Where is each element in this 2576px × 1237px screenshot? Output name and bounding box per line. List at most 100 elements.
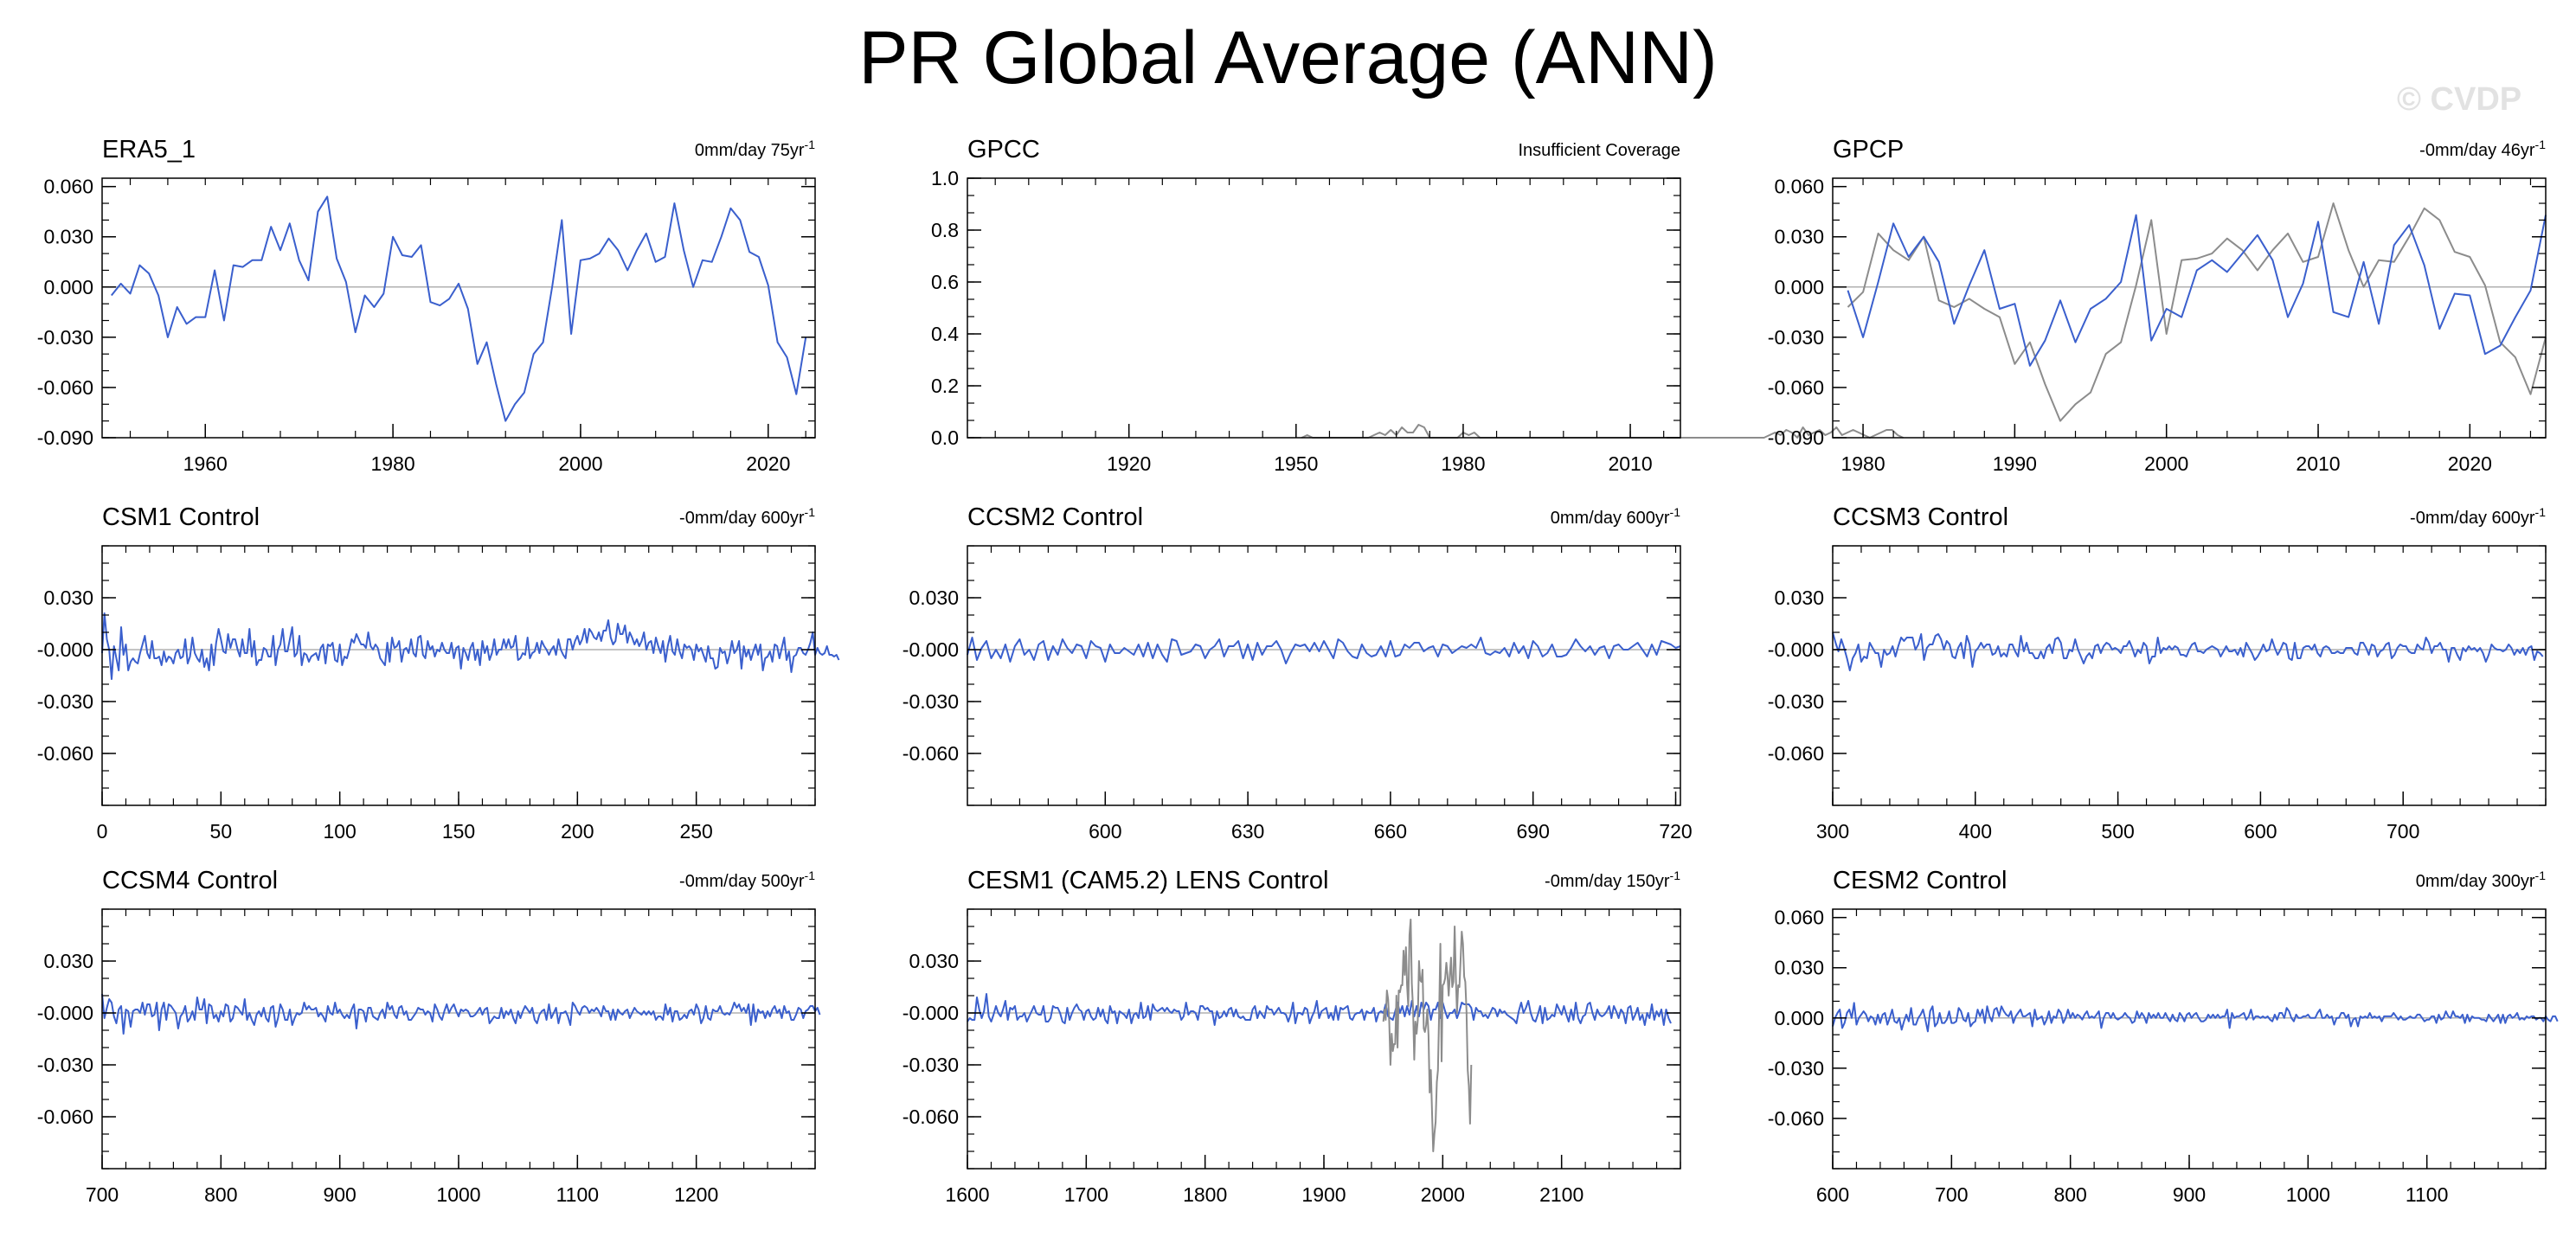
chart-panel: CSM1 Control -0mm/day 600yr-1 0 50 100 150 200… xyxy=(37,503,840,843)
plot-frame xyxy=(967,908,1681,1170)
panel-title: GPCC xyxy=(967,136,1040,163)
trend-note: -0mm/day 46yr-1 xyxy=(2419,138,2546,160)
y-tick-label: 0.2 xyxy=(931,375,959,397)
chart-panel: GPCC Insufficient Coverage 1920 1950 1980 201… xyxy=(931,136,1904,475)
series-line-0 xyxy=(1832,1002,2559,1033)
plot-frame xyxy=(101,177,816,439)
x-tick-label: 2000 xyxy=(1421,1183,1465,1206)
y-tick-label: -0.060 xyxy=(903,742,959,765)
y-tick-label: 0.030 xyxy=(43,586,93,609)
x-tick-label: 1960 xyxy=(183,452,228,475)
x-tick-label: 100 xyxy=(323,820,356,843)
plot-frame xyxy=(967,177,1681,439)
x-tick-label: 690 xyxy=(1517,820,1550,843)
plot-frame xyxy=(967,545,1681,806)
panel-title: GPCP xyxy=(1833,136,1904,163)
y-tick-label: 0.000 xyxy=(1774,276,1824,298)
y-tick-label: -0.000 xyxy=(903,638,959,661)
y-tick-label: -0.060 xyxy=(1768,742,1824,765)
series-line-1 xyxy=(1382,919,1473,1152)
y-tick-label: -0.030 xyxy=(37,326,93,349)
x-tick-label: 50 xyxy=(210,820,233,843)
x-tick-label: 1980 xyxy=(371,452,415,475)
x-tick-label: 1100 xyxy=(556,1183,599,1206)
y-tick-label: -0.000 xyxy=(1768,638,1824,661)
panel-title: ERA5_1 xyxy=(102,136,196,163)
panel-title: CCSM2 Control xyxy=(967,503,1143,531)
y-tick-label: -0.060 xyxy=(37,376,93,399)
x-tick-label: 1000 xyxy=(2286,1183,2330,1206)
trend-note: -0mm/day 500yr-1 xyxy=(679,868,815,891)
x-tick-label: 1100 xyxy=(2406,1183,2448,1206)
y-tick-label: 0.060 xyxy=(1774,907,1824,929)
x-tick-label: 500 xyxy=(2101,820,2134,843)
y-tick-label: 0.030 xyxy=(1774,957,1824,979)
plot-frame xyxy=(101,908,816,1170)
trend-note: -0mm/day 600yr-1 xyxy=(679,505,815,528)
y-tick-label: -0.000 xyxy=(903,1002,959,1024)
x-tick-label: 1700 xyxy=(1064,1183,1108,1206)
x-tick-label: 900 xyxy=(323,1183,356,1206)
x-tick-label: 1980 xyxy=(1840,452,1885,475)
y-tick-label: -0.030 xyxy=(1768,690,1824,713)
x-tick-label: 2010 xyxy=(1608,452,1652,475)
x-tick-label: 1900 xyxy=(1301,1183,1346,1206)
x-tick-label: 1950 xyxy=(1274,452,1318,475)
x-tick-label: 1980 xyxy=(1441,452,1485,475)
y-tick-label: -0.060 xyxy=(37,742,93,765)
y-tick-label: -0.030 xyxy=(903,1054,959,1076)
x-tick-label: 1990 xyxy=(1993,452,2037,475)
chart-panel: CESM2 Control 0mm/day 300yr-1 600 700 800 900… xyxy=(1768,867,2559,1206)
chart-panel: GPCP -0mm/day 46yr-1 1980 1990 2000 2010 2020 0… xyxy=(1768,136,2547,475)
plot-frame xyxy=(1832,177,2547,439)
x-tick-label: 200 xyxy=(561,820,594,843)
panel-title: CESM2 Control xyxy=(1833,867,2007,894)
x-tick-label: 400 xyxy=(1959,820,1992,843)
y-tick-label: 0.000 xyxy=(1774,1007,1824,1029)
y-tick-label: 0.8 xyxy=(931,219,959,241)
series-line-0 xyxy=(1832,631,2544,671)
x-tick-label: 600 xyxy=(1089,820,1121,843)
y-tick-label: 0.030 xyxy=(909,586,959,609)
x-tick-label: 600 xyxy=(1816,1183,1849,1206)
y-tick-label: 0.030 xyxy=(1774,226,1824,248)
series-line-0 xyxy=(967,637,1681,664)
y-tick-label: 1.0 xyxy=(931,167,959,189)
x-tick-label: 1000 xyxy=(436,1183,480,1206)
plot-frame xyxy=(1832,908,2547,1170)
trend-note: -0mm/day 150yr-1 xyxy=(1545,868,1680,891)
chart-panel: CCSM2 Control 0mm/day 600yr-1 600 630 660 690… xyxy=(903,503,1693,843)
panel-title: CESM1 (CAM5.2) LENS Control xyxy=(967,867,1328,894)
x-tick-label: 800 xyxy=(2053,1183,2086,1206)
chart-panel: CCSM3 Control -0mm/day 600yr-1 300 400 500 60… xyxy=(1768,503,2547,843)
y-tick-label: 0.030 xyxy=(43,226,93,248)
x-tick-label: 2020 xyxy=(2448,452,2492,475)
page-title: PR Global Average (ANN) xyxy=(858,16,1718,99)
x-tick-label: 1800 xyxy=(1183,1183,1227,1206)
chart-panel: ERA5_1 0mm/day 75yr-1 1960 1980 2000 2020 0.06… xyxy=(37,136,816,475)
trend-note: 0mm/day 300yr-1 xyxy=(2416,868,2547,891)
series-line-0 xyxy=(101,612,840,680)
x-tick-label: 2010 xyxy=(2296,452,2340,475)
x-tick-label: 0 xyxy=(97,820,108,843)
x-tick-label: 700 xyxy=(86,1183,119,1206)
x-tick-label: 700 xyxy=(1935,1183,1968,1206)
y-tick-label: -0.030 xyxy=(1768,326,1824,349)
panel-title: CCSM3 Control xyxy=(1833,503,2008,531)
x-tick-label: 720 xyxy=(1659,820,1692,843)
chart-panel: CCSM4 Control -0mm/day 500yr-1 700 800 900 10… xyxy=(37,867,821,1206)
y-tick-label: 0.6 xyxy=(931,271,959,293)
y-tick-label: 0.030 xyxy=(43,950,93,972)
trend-note: 0mm/day 600yr-1 xyxy=(1551,505,1681,528)
y-tick-label: -0.060 xyxy=(1768,376,1824,399)
x-tick-label: 630 xyxy=(1231,820,1264,843)
panel-title: CSM1 Control xyxy=(102,503,260,531)
x-tick-label: 2020 xyxy=(746,452,790,475)
series-line-0 xyxy=(111,195,807,422)
series-line-0 xyxy=(1847,202,2547,422)
x-tick-label: 600 xyxy=(2244,820,2277,843)
x-tick-label: 1600 xyxy=(945,1183,989,1206)
y-tick-label: -0.060 xyxy=(37,1106,93,1128)
x-tick-label: 700 xyxy=(2386,820,2419,843)
